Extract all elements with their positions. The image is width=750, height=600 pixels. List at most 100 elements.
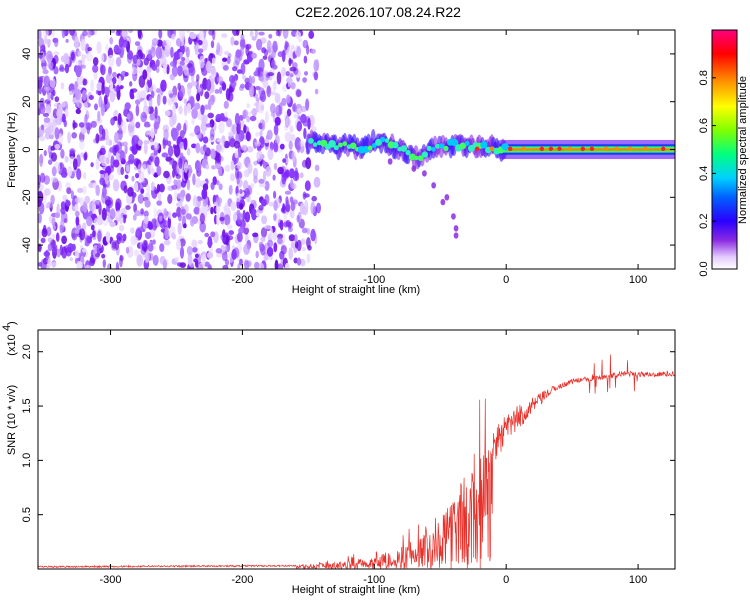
signal-max: [643, 146, 648, 151]
noise-blob: [59, 64, 64, 71]
noise-blob: [270, 112, 275, 117]
noise-blob: [282, 30, 289, 39]
noise-blob: [42, 200, 48, 205]
noise-blob: [272, 82, 277, 91]
noise-blob: [258, 87, 265, 97]
noise-blob: [191, 239, 198, 248]
noise-blob: [135, 173, 140, 179]
noise-blob: [61, 235, 67, 245]
noise-blob: [293, 113, 299, 119]
noise-blob: [153, 121, 160, 130]
noise-blob: [258, 178, 265, 184]
noise-blob: [164, 110, 171, 117]
noise-blob: [77, 75, 84, 86]
noise-blob: [240, 37, 246, 50]
noise-blob: [93, 30, 97, 36]
noise-blob: [50, 91, 54, 101]
noise-blob: [147, 71, 151, 81]
spectrogram-x-tick-label: -300: [100, 274, 122, 286]
noise-blob: [47, 61, 54, 69]
noise-blob: [61, 246, 68, 259]
noise-blob: [65, 38, 69, 43]
noise-blob: [310, 228, 316, 242]
noise-blob: [171, 112, 177, 125]
noise-blob: [255, 211, 260, 217]
noise-blob: [89, 257, 95, 267]
noise-blob: [84, 195, 91, 204]
noise-blob: [142, 69, 148, 80]
noise-blob: [151, 63, 157, 71]
noise-blob: [87, 30, 92, 38]
noise-blob: [103, 94, 108, 105]
noise-blob: [183, 161, 188, 173]
noise-blob: [51, 243, 58, 254]
noise-blob: [246, 103, 250, 109]
noise-blob: [190, 81, 198, 87]
noise-blob: [60, 149, 65, 159]
noise-blob: [186, 147, 191, 156]
noise-blob: [293, 234, 298, 243]
noise-blob: [155, 59, 160, 67]
noise-blob: [306, 253, 311, 264]
noise-blob: [275, 104, 282, 117]
signal-max: [580, 146, 585, 151]
noise-blob: [98, 95, 103, 108]
noise-blob: [231, 124, 237, 135]
noise-blob: [196, 92, 201, 102]
noise-blob: [172, 85, 178, 98]
noise-blob: [95, 133, 100, 144]
noise-blob: [154, 106, 158, 120]
spectrogram-y-tick-label: 20: [21, 96, 33, 108]
signal-peak: [342, 141, 348, 147]
noise-blob: [47, 243, 53, 252]
noise-blob: [165, 156, 172, 162]
noise-blob: [273, 213, 277, 222]
noise-blob: [44, 34, 48, 45]
noise-blob: [58, 133, 64, 145]
noise-blob: [186, 102, 192, 114]
noise-blob: [257, 101, 265, 114]
noise-blob: [162, 95, 167, 105]
noise-blob: [253, 71, 259, 77]
noise-blob: [251, 52, 257, 59]
signal-tail: [387, 158, 393, 165]
noise-blob: [77, 187, 84, 193]
noise-blob: [195, 160, 199, 170]
noise-blob: [179, 262, 186, 268]
noise-blob: [267, 148, 274, 161]
noise-blob: [279, 143, 285, 150]
noise-blob: [67, 131, 71, 144]
noise-blob: [272, 174, 276, 181]
noise-blob: [151, 38, 159, 46]
signal-max: [603, 146, 609, 151]
noise-blob: [281, 49, 286, 63]
noise-blob: [314, 164, 320, 172]
noise-blob: [221, 33, 228, 38]
noise-blob: [266, 73, 270, 78]
noise-blob: [195, 79, 199, 90]
noise-blob: [251, 76, 255, 84]
noise-blob: [215, 253, 222, 258]
noise-blob: [207, 98, 212, 111]
noise-blob: [132, 214, 137, 221]
noise-blob: [209, 128, 215, 141]
noise-blob: [262, 55, 268, 60]
noise-blob: [256, 150, 263, 162]
noise-blob: [170, 61, 175, 67]
noise-blob: [168, 210, 172, 219]
noise-blob: [202, 136, 209, 144]
noise-blob: [188, 66, 196, 77]
noise-blob: [258, 262, 265, 269]
noise-blob: [296, 140, 301, 153]
noise-blob: [300, 238, 306, 245]
noise-blob: [120, 238, 125, 244]
noise-blob: [78, 122, 85, 128]
signal-peak: [414, 155, 419, 161]
noise-blob: [234, 52, 241, 66]
noise-blob: [124, 144, 128, 155]
noise-blob: [51, 217, 56, 227]
snr-y-scale: (x10 4 ): [1, 321, 18, 355]
noise-blob: [76, 99, 83, 109]
signal-tail: [411, 165, 417, 172]
